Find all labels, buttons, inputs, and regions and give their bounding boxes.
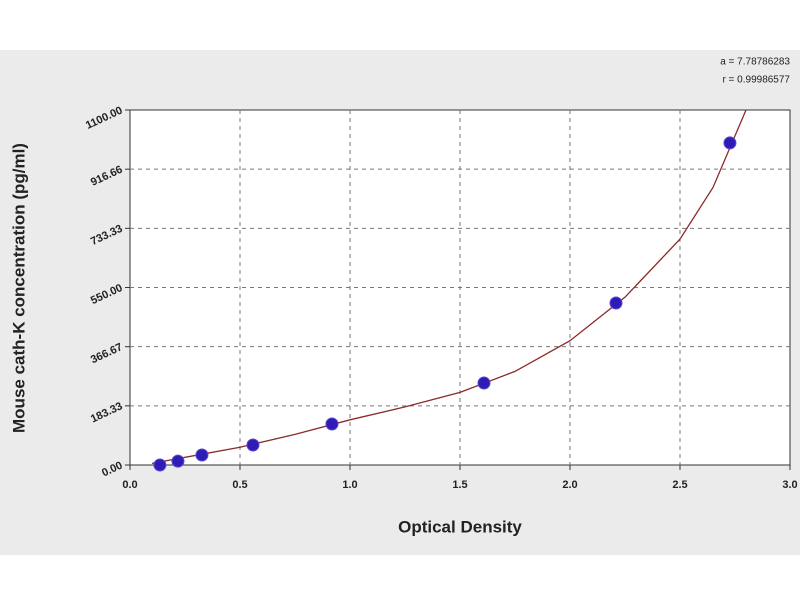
x-tick-label: 3.0 (782, 479, 797, 491)
data-point (477, 376, 491, 390)
data-point (195, 448, 209, 462)
x-axis-title: Optical Density (398, 517, 522, 536)
data-point (246, 438, 260, 452)
data-point (609, 296, 623, 310)
x-tick-label: 2.0 (562, 479, 577, 491)
x-tick-label: 0.0 (122, 479, 137, 491)
annotation: r = 0.99986577 (722, 75, 790, 86)
data-point (723, 136, 737, 150)
data-point (171, 454, 185, 468)
data-point (325, 417, 339, 431)
x-tick-label: 0.5 (232, 479, 247, 491)
fit-curve (151, 109, 747, 465)
x-tick-label: 1.5 (452, 479, 467, 491)
data-point (153, 458, 167, 472)
x-tick-label: 1.0 (342, 479, 357, 491)
x-tick-label: 2.5 (672, 479, 687, 491)
annotation: a = 7.78786283 (720, 57, 790, 68)
y-axis-title: Mouse cath-K concentration (pg/ml) (9, 143, 28, 433)
